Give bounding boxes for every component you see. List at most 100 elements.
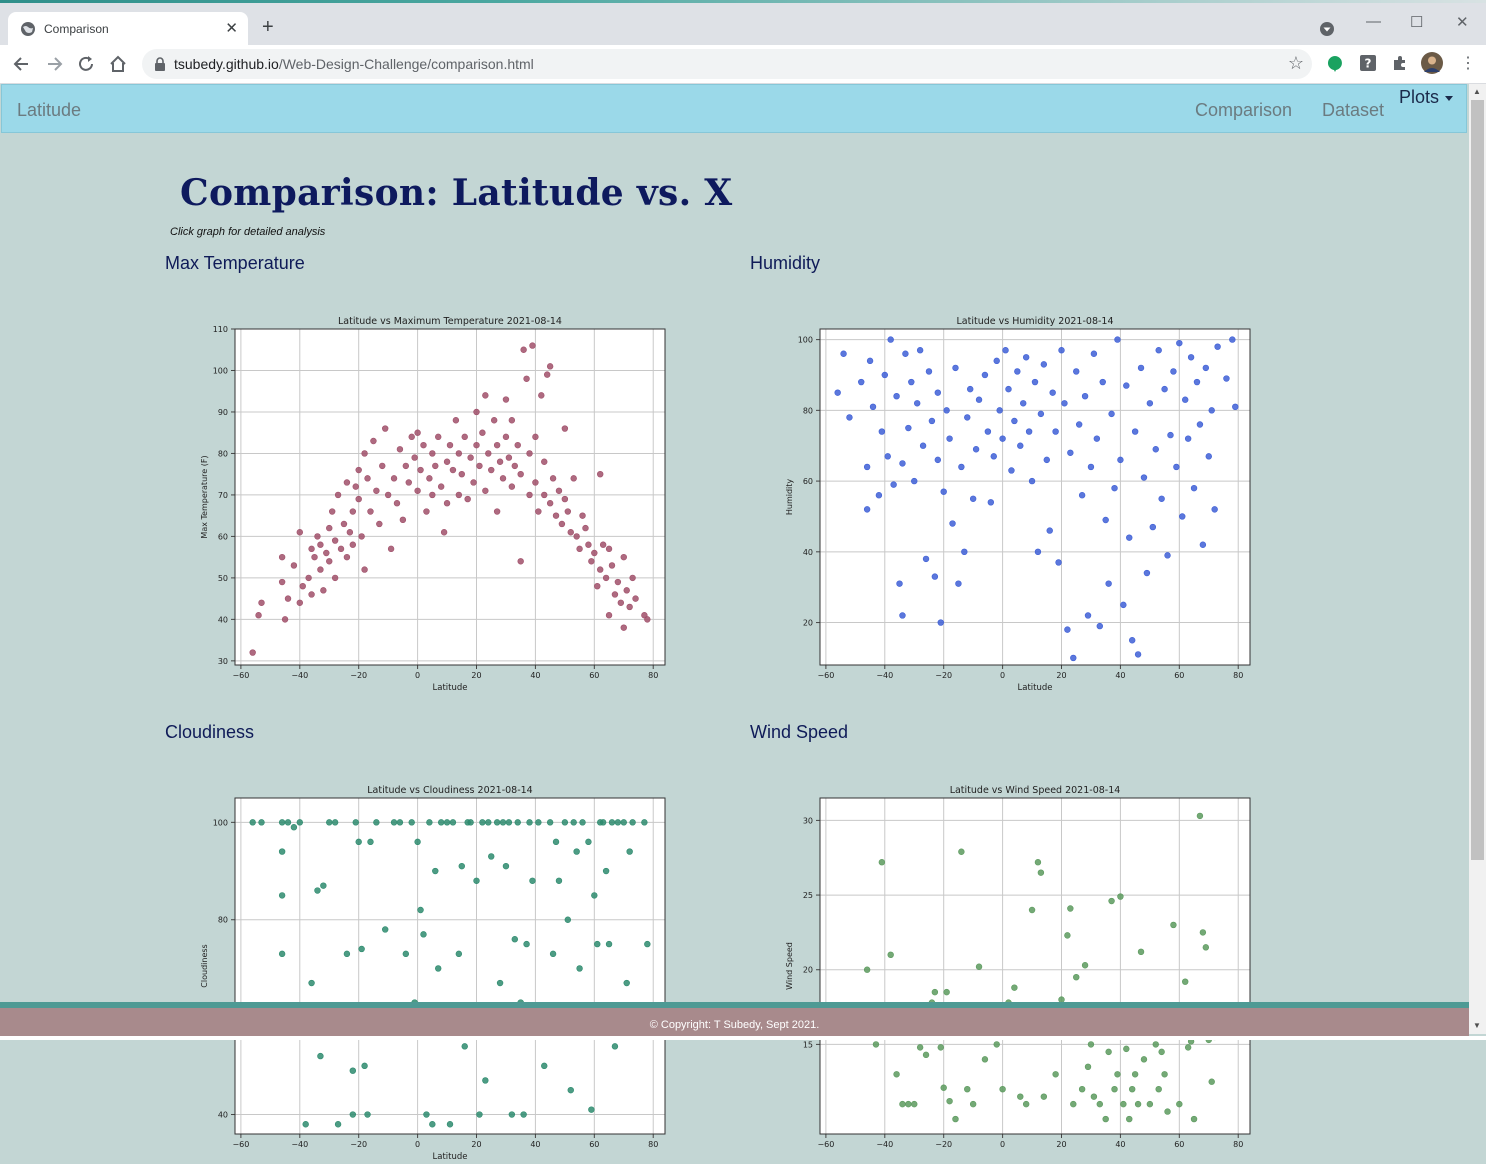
data-point (328, 508, 336, 515)
avatar[interactable] (1421, 52, 1443, 74)
data-point (1093, 435, 1101, 442)
data-point (541, 458, 548, 465)
data-point (331, 819, 339, 826)
maximize-icon[interactable]: ☐ (1410, 14, 1424, 31)
data-point (1152, 446, 1159, 453)
data-point (614, 819, 622, 826)
data-point (1229, 336, 1236, 343)
data-point (585, 541, 592, 548)
new-tab-icon[interactable]: + (262, 16, 274, 38)
data-point (517, 470, 524, 478)
data-point (570, 475, 577, 482)
section-title-max-temperature: Max Temperature (165, 253, 305, 273)
data-point (629, 819, 636, 826)
plots-dropdown-label: Plots (1399, 87, 1440, 107)
data-point (488, 466, 495, 474)
cloudiness-chart[interactable]: −60−40−20020406080406080100Latitude vs C… (195, 779, 675, 1164)
temperature-chart[interactable]: −60 −40 −20 0 20 40 60 80 30 40 50 60 70 80 90 100 110 La… (195, 310, 675, 695)
y-tick-label: 25 (803, 891, 813, 900)
data-point (467, 454, 474, 461)
data-point (455, 950, 463, 958)
plots-dropdown[interactable]: Plots (1399, 87, 1454, 108)
forward-icon[interactable] (44, 54, 64, 74)
y-tick-label: 60 (803, 477, 813, 486)
data-point (919, 442, 927, 449)
data-point (352, 819, 359, 826)
wind-speed-chart[interactable]: −60 −40 −20 0 20 40 60 80 15 20 25 30 Latitude vs Wi… (780, 779, 1260, 1164)
extension-green-icon[interactable] (1327, 55, 1343, 73)
data-point (1193, 378, 1201, 386)
data-point (1140, 1056, 1148, 1063)
data-point (626, 603, 633, 611)
browser-tab[interactable]: Comparison ✕ (8, 12, 248, 45)
data-point (508, 417, 516, 424)
data-point (349, 1111, 357, 1118)
nav-link-comparison[interactable]: Comparison (1195, 100, 1293, 120)
data-point (1084, 1063, 1092, 1070)
data-point (505, 819, 513, 826)
bookmark-star-icon[interactable]: ☆ (1287, 53, 1304, 73)
data-point (346, 529, 354, 536)
data-point (373, 819, 380, 826)
data-point (1017, 442, 1024, 449)
data-point (1049, 389, 1056, 396)
scroll-up-icon[interactable]: ▲ (1473, 87, 1481, 96)
tab-title: Comparison (44, 22, 109, 36)
data-point (1126, 534, 1133, 541)
nav-link-dataset[interactable]: Dataset (1322, 100, 1385, 120)
data-point (308, 591, 315, 598)
address-bar[interactable]: tsubedy.github.io/Web-Design-Challenge/c… (142, 49, 1312, 79)
data-point (975, 396, 983, 403)
home-icon[interactable] (108, 54, 128, 74)
minimize-icon[interactable]: — (1366, 13, 1381, 30)
data-point (320, 882, 327, 889)
extensions-puzzle-icon[interactable] (1392, 55, 1408, 71)
data-point (1146, 400, 1154, 407)
browser-menu-icon[interactable]: ⋮ (1460, 55, 1476, 72)
page-scrollbar[interactable]: ▲ ▼ (1469, 84, 1486, 1034)
data-point (987, 499, 995, 506)
data-point (632, 595, 639, 602)
data-point (331, 537, 339, 544)
data-point (502, 433, 510, 441)
window-close-icon[interactable]: ✕ (1456, 14, 1469, 31)
data-point (508, 1111, 516, 1118)
data-point (446, 441, 454, 449)
x-tick-label: −40 (876, 1140, 893, 1149)
data-point (1176, 339, 1183, 347)
data-point (893, 392, 900, 400)
data-point (1223, 375, 1230, 382)
data-point (523, 940, 530, 948)
data-point (952, 364, 959, 372)
data-point (834, 389, 841, 396)
x-tick-label: 0 (415, 1140, 420, 1149)
tab-close-icon[interactable]: ✕ (225, 20, 238, 37)
profile-menu-icon[interactable] (1319, 21, 1335, 37)
data-point (405, 479, 412, 486)
help-extension-icon[interactable]: ? (1360, 55, 1376, 71)
data-point (502, 396, 510, 403)
reload-icon[interactable] (76, 54, 96, 74)
data-point (1117, 893, 1124, 900)
scrollbar-thumb[interactable] (1471, 100, 1484, 860)
data-point (399, 516, 407, 524)
data-point (620, 553, 627, 561)
data-point (940, 1084, 947, 1091)
data-point (984, 428, 992, 435)
back-icon[interactable] (12, 54, 32, 74)
navbar-brand[interactable]: Latitude (17, 100, 82, 120)
data-point (608, 562, 616, 569)
data-point (561, 425, 569, 432)
scroll-down-icon[interactable]: ▼ (1473, 1021, 1481, 1030)
data-point (511, 936, 518, 943)
data-point (355, 838, 362, 846)
data-point (1078, 492, 1086, 499)
data-point (485, 819, 492, 826)
data-point (579, 819, 586, 826)
humidity-chart[interactable]: −60 −40 −20 0 20 40 60 80 20 40 60 80 100 Latitude vs… (780, 310, 1260, 695)
data-point (343, 553, 351, 561)
data-point (1158, 1048, 1165, 1056)
data-point (1232, 403, 1239, 411)
data-point (296, 529, 303, 536)
y-tick-label: 40 (803, 548, 813, 557)
